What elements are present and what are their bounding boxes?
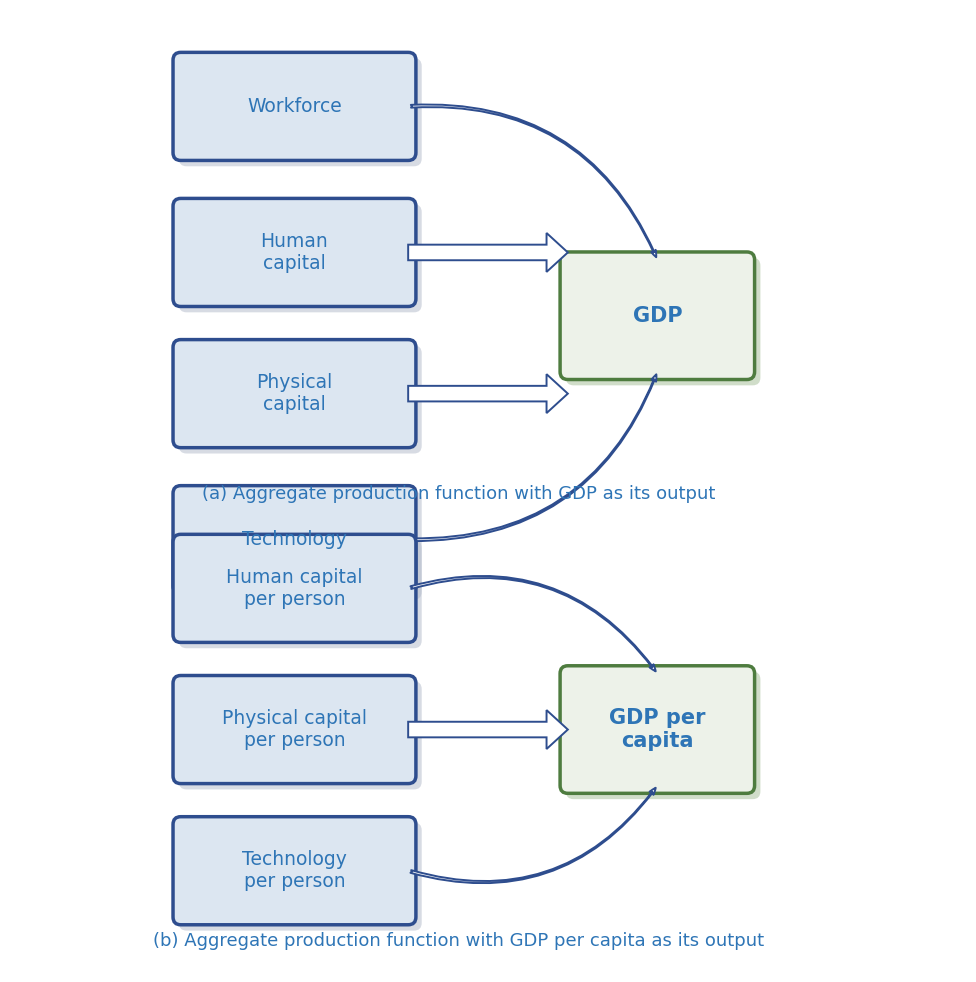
FancyBboxPatch shape bbox=[173, 534, 416, 642]
FancyArrowPatch shape bbox=[411, 374, 657, 541]
FancyArrowPatch shape bbox=[411, 104, 656, 257]
FancyBboxPatch shape bbox=[173, 486, 416, 594]
FancyBboxPatch shape bbox=[173, 817, 416, 925]
Text: Workforce: Workforce bbox=[247, 97, 342, 116]
Text: Physical capital
per person: Physical capital per person bbox=[222, 709, 367, 750]
FancyArrow shape bbox=[408, 374, 568, 413]
Text: Human capital
per person: Human capital per person bbox=[226, 568, 363, 609]
Text: (b) Aggregate production function with GDP per capita as its output: (b) Aggregate production function with G… bbox=[153, 932, 764, 950]
FancyBboxPatch shape bbox=[179, 682, 422, 790]
FancyBboxPatch shape bbox=[179, 58, 422, 166]
Text: Technology: Technology bbox=[242, 530, 346, 549]
FancyArrowPatch shape bbox=[411, 788, 656, 883]
FancyBboxPatch shape bbox=[173, 52, 416, 160]
FancyBboxPatch shape bbox=[173, 676, 416, 784]
FancyBboxPatch shape bbox=[179, 346, 422, 454]
FancyArrow shape bbox=[408, 233, 568, 272]
Text: Technology
per person: Technology per person bbox=[242, 850, 346, 892]
Text: GDP per
capita: GDP per capita bbox=[609, 708, 706, 751]
FancyBboxPatch shape bbox=[566, 672, 760, 799]
FancyBboxPatch shape bbox=[173, 198, 416, 306]
FancyArrowPatch shape bbox=[411, 575, 656, 672]
FancyArrow shape bbox=[408, 710, 568, 749]
FancyBboxPatch shape bbox=[560, 666, 754, 793]
FancyBboxPatch shape bbox=[173, 340, 416, 448]
Text: Physical
capital: Physical capital bbox=[257, 373, 333, 414]
FancyBboxPatch shape bbox=[179, 491, 422, 600]
FancyBboxPatch shape bbox=[560, 252, 754, 379]
FancyBboxPatch shape bbox=[179, 204, 422, 312]
FancyBboxPatch shape bbox=[179, 823, 422, 931]
Text: Human
capital: Human capital bbox=[261, 232, 328, 273]
Text: GDP: GDP bbox=[632, 305, 682, 326]
Text: (a) Aggregate production function with GDP as its output: (a) Aggregate production function with G… bbox=[202, 485, 715, 503]
FancyBboxPatch shape bbox=[179, 540, 422, 648]
FancyBboxPatch shape bbox=[566, 258, 760, 385]
